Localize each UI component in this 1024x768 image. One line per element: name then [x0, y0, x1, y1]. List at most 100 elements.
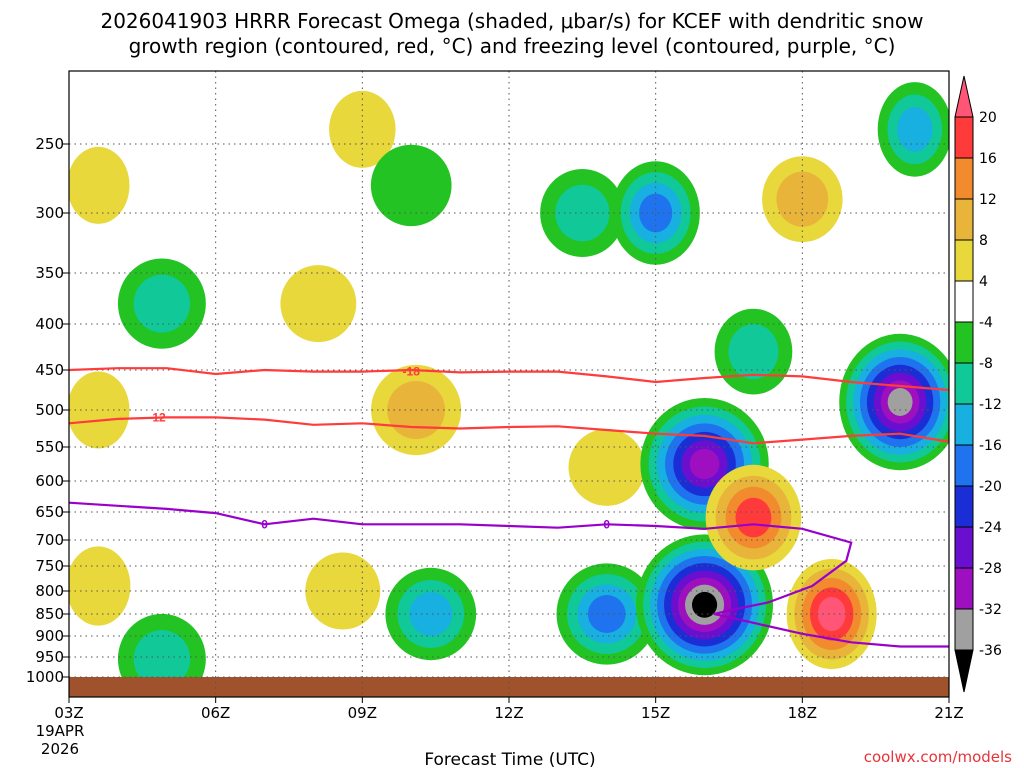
colorbar-label: -32	[979, 602, 1002, 618]
omega-feature-sinking-08z-800	[305, 552, 381, 630]
y-tick-label: 950	[35, 648, 64, 666]
x-date-label-day: 19APR	[36, 722, 85, 740]
omega-feature-rising-14z-850	[556, 563, 658, 665]
colorbar-label: -24	[979, 520, 1002, 536]
x-tick-label: 12Z	[494, 704, 523, 722]
colorbar-label: -12	[979, 397, 1002, 413]
omega-band	[728, 324, 779, 380]
colorbar-band	[954, 239, 974, 282]
y-tick-label: 400	[35, 315, 64, 333]
omega-band	[409, 592, 453, 636]
omega-shading	[69, 82, 949, 697]
y-tick-label: 450	[35, 361, 64, 379]
omega-feature-rising-10z-290	[370, 144, 452, 227]
colorbar: 20 16 12 8 4 -4 -8 -12 -16 -20 -24 -28 -32 -36	[954, 75, 1002, 693]
omega-band	[329, 90, 396, 168]
contour-isotherm-0	[69, 501, 949, 648]
omega-feature-sinking-18z-290	[762, 156, 843, 243]
y-tick-label: 700	[35, 531, 64, 549]
contour-isotherm-minus-12	[69, 416, 949, 445]
y-tick-label: 250	[35, 135, 64, 153]
y-tick-label: 650	[35, 503, 64, 521]
omega-feature-sinking-09z-250	[329, 90, 396, 168]
x-tick-label: 18Z	[788, 704, 817, 722]
omega-band	[69, 546, 131, 626]
colorbar-band	[954, 444, 974, 487]
omega-feature-sinking-08z-380	[280, 265, 357, 343]
omega-feature-sinking-18z-850	[786, 559, 877, 669]
x-date-label-year: 2026	[41, 740, 79, 758]
omega-feature-rising-20z-260	[877, 82, 949, 177]
colorbar-label: -36	[979, 643, 1002, 659]
colorbar-label: -16	[979, 438, 1002, 454]
omega-feature-rising-17z-430	[714, 308, 793, 395]
colorbar-label: -28	[979, 561, 1002, 577]
omega-feature-rising-20z-490	[839, 333, 949, 471]
omega-band	[776, 171, 829, 227]
colorbar-band	[954, 567, 974, 610]
omega-feature-weak-sinking-03z-low	[69, 546, 131, 626]
x-tick-label: 21Z	[934, 704, 963, 722]
colorbar-band	[954, 116, 974, 159]
x-axis: 03Z 06Z 09Z 12Z 15Z 18Z 21Z	[54, 697, 964, 722]
contour-isotherm-minus-18	[69, 367, 949, 392]
omega-band	[555, 184, 610, 242]
omega-feature-weak-sinking-03z-upper	[69, 146, 130, 224]
chart-title-line2: growth region (contoured, red, °C) and f…	[129, 34, 896, 58]
colorbar-label: 20	[979, 110, 997, 126]
y-tick-label: 300	[35, 204, 64, 222]
y-tick-label: 550	[35, 438, 64, 456]
omega-band	[735, 497, 772, 538]
colorbar-band	[954, 608, 974, 651]
contour-lines: -18 -12 0 0	[69, 365, 949, 648]
contour-label-isotherm-minus-12: -12	[148, 410, 166, 424]
x-axis-title: Forecast Time (UTC)	[424, 750, 595, 768]
omega-band	[887, 388, 913, 416]
omega-band	[897, 106, 933, 152]
y-tick-label: 900	[35, 627, 64, 645]
colorbar-label: 8	[979, 233, 988, 249]
omega-band	[305, 552, 381, 630]
omega-band	[587, 595, 626, 633]
colorbar-label: 16	[979, 151, 997, 167]
y-tick-label: 800	[35, 582, 64, 600]
contour-label-isotherm-minus-18: -18	[403, 365, 421, 379]
omega-band	[280, 265, 357, 343]
y-tick-label: 500	[35, 401, 64, 419]
colorbar-label: -20	[979, 479, 1002, 495]
y-tick-label: 350	[35, 264, 64, 282]
x-tick-label: 03Z	[54, 704, 83, 722]
chart-title-line1: 2026041903 HRRR Forecast Omega (shaded, …	[100, 9, 923, 33]
colorbar-band	[954, 198, 974, 241]
omega-feature-sinking-17z-650	[705, 464, 802, 571]
y-axis: 250 300 350 400 450 500 550 600 650 700 750 800 850 9…	[26, 135, 69, 686]
omega-feature-rising-05z-950	[117, 613, 206, 697]
omega-band	[817, 596, 846, 632]
x-tick-label: 06Z	[201, 704, 230, 722]
colorbar-band	[954, 280, 974, 323]
omega-feature-rising-15z-300	[611, 161, 700, 265]
omega-band	[689, 448, 720, 480]
omega-band	[639, 193, 673, 233]
y-tick-label: 600	[35, 472, 64, 490]
contour-label-isotherm-0: 0	[603, 517, 610, 531]
colorbar-label: 4	[979, 274, 988, 290]
colorbar-band	[954, 485, 974, 528]
site-credit: coolwx.com/models	[864, 748, 1012, 766]
x-tick-label: 09Z	[348, 704, 377, 722]
y-tick-label: 750	[35, 557, 64, 575]
colorbar-band	[954, 526, 974, 569]
omega-feature-weak-sinking-03z-mid	[69, 371, 130, 449]
omega-band	[69, 371, 130, 449]
x-tick-label: 15Z	[641, 704, 670, 722]
omega-band	[69, 146, 130, 224]
gridlines	[68, 71, 950, 697]
colorbar-band	[954, 403, 974, 446]
omega-band	[568, 428, 646, 506]
colorbar-band	[954, 321, 974, 364]
omega-feature-sinking-14z-580	[568, 428, 646, 506]
colorbar-band	[954, 362, 974, 405]
y-tick-label: 850	[35, 605, 64, 623]
omega-feature-rising-05z-400	[117, 258, 206, 349]
